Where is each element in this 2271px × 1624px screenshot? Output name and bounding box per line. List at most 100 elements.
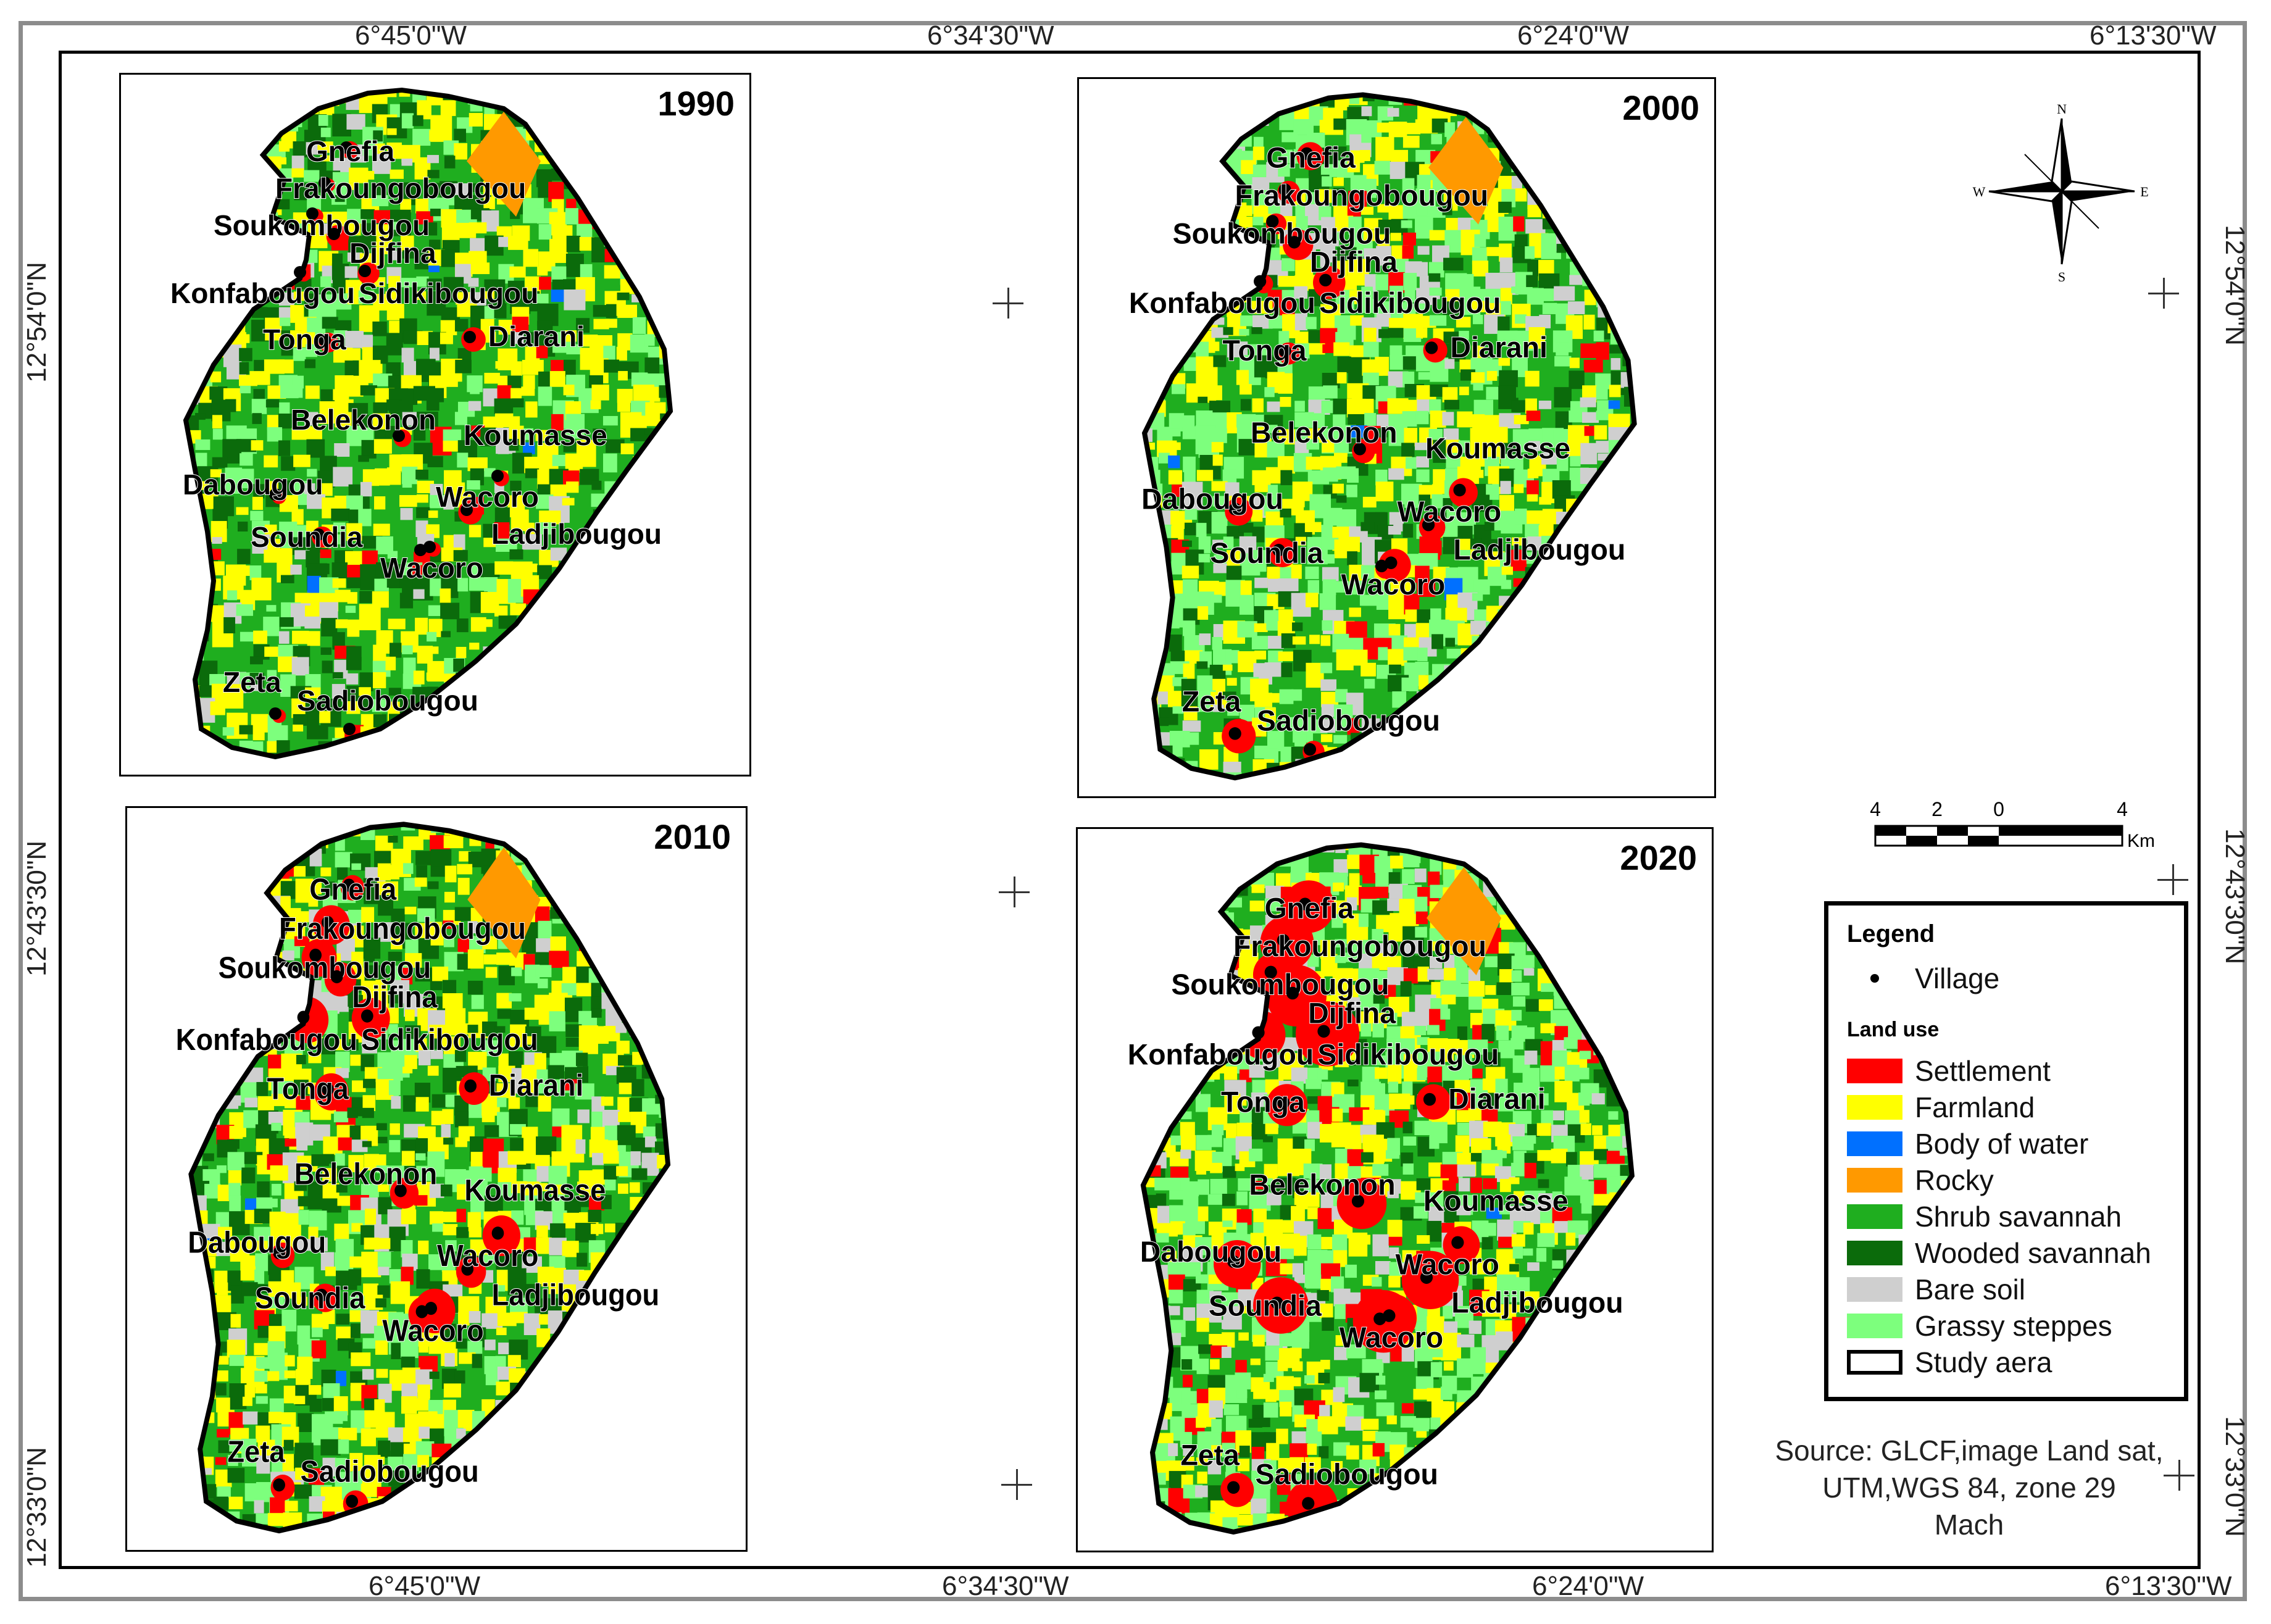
village-marker	[1303, 743, 1317, 756]
village-marker	[322, 915, 334, 930]
panel-year-label: 2020	[1620, 838, 1697, 877]
village-marker	[415, 1305, 428, 1318]
graticule-cross	[2148, 278, 2179, 309]
village-label: Sidikibougou	[1317, 1038, 1499, 1071]
scale-unit: Km	[2127, 831, 2154, 851]
village-label: Tonga	[1222, 335, 1307, 367]
village-marker	[319, 177, 331, 189]
source-line-3: Mach	[1934, 1509, 2004, 1541]
village-label: Frakoungobougou	[1233, 930, 1486, 963]
village-marker	[1227, 1481, 1240, 1494]
bottom-coord-4: 6°13'30"W	[2105, 1571, 2232, 1601]
legend-label: Rocky	[1915, 1164, 1994, 1196]
village-marker	[393, 430, 405, 442]
panel-year-label: 2010	[654, 817, 731, 856]
legend-swatch	[1847, 1059, 1902, 1083]
village-label: Wacoro	[436, 481, 539, 513]
village-marker	[294, 266, 306, 278]
legend-label: Wooded savannah	[1915, 1237, 2151, 1269]
village-marker	[1286, 986, 1299, 1000]
scale-tick: 2	[1931, 798, 1943, 820]
map-neatline	[59, 51, 2201, 1569]
scale-tick: 0	[1993, 798, 2004, 820]
village-label: Sadiobougou	[1257, 704, 1440, 736]
village-label: Koumasse	[1423, 1185, 1569, 1217]
village-marker	[1272, 544, 1285, 557]
village-marker	[273, 1478, 285, 1492]
village-label: Belekonon	[294, 1157, 437, 1191]
village-marker	[1451, 1236, 1464, 1249]
village-label: Dijfina	[1310, 246, 1398, 278]
village-label: Frakoungobougou	[275, 172, 526, 204]
village-label: Soundia	[1209, 1289, 1322, 1322]
village-marker	[1420, 1271, 1433, 1284]
village-marker	[343, 723, 356, 735]
village-label: Gnefia	[1266, 141, 1356, 173]
legend-title: Legend	[1847, 920, 1935, 947]
village-label: Gnefia	[309, 872, 397, 906]
panel-year-label: 2000	[1622, 88, 1699, 127]
legend-item: Shrub savannah	[1847, 1201, 2122, 1233]
village-marker	[309, 948, 322, 962]
study-area-outline	[183, 87, 673, 760]
legend-swatch	[1847, 1277, 1902, 1302]
village-marker	[460, 504, 473, 516]
village-label: Ladjibougou	[492, 1278, 660, 1312]
panel-year-label: 1990	[657, 84, 735, 123]
village-marker	[464, 1079, 477, 1093]
village-label: Tonga	[267, 1072, 349, 1106]
village-marker	[346, 1494, 359, 1508]
village-label: Wacoro	[1340, 1322, 1443, 1354]
village-label: Ladjibougou	[491, 518, 662, 550]
village-marker	[1266, 215, 1279, 228]
village-label: Sidikibougou	[361, 1023, 538, 1057]
left-coord-1: 12°54'0"N	[22, 262, 52, 383]
village-marker	[1228, 727, 1241, 740]
village-label: Diarani	[1450, 331, 1548, 364]
village-marker	[1288, 236, 1301, 249]
village-marker	[1423, 1093, 1436, 1106]
north-arrow-icon: N S E W	[1973, 101, 2149, 284]
village-label: Dabougou	[188, 1225, 326, 1259]
right-coord-2: 12°43'30"N	[2220, 828, 2250, 965]
village-marker	[1422, 518, 1435, 531]
map-frame	[19, 21, 2247, 1601]
village-label: Zeta	[1182, 685, 1242, 717]
land-use-map: Gnefia Frakoungobougou SoukombougouDijfina…	[1127, 842, 1635, 1535]
left-coord-3: 12°33'0"N	[22, 1447, 52, 1568]
village-marker	[340, 141, 352, 154]
village-label: Sadiobougou	[301, 1454, 479, 1488]
village-marker	[1277, 1096, 1290, 1109]
legend-swatch	[1847, 1131, 1902, 1156]
village-label: Belekonon	[1251, 417, 1398, 449]
map-panel-1990: Gnefia Frakoungobougou Soukombougou Dijfina…	[119, 73, 751, 777]
village-marker	[1264, 965, 1277, 979]
village-label: Sidikibougou	[1319, 287, 1501, 319]
village-marker	[330, 970, 343, 983]
top-coord-1: 6°45'0"W	[355, 20, 467, 51]
village-label: Koumasse	[1425, 432, 1570, 464]
village-marker	[1351, 1194, 1365, 1208]
village-marker	[297, 1010, 310, 1024]
legend-item: Farmland	[1847, 1091, 2035, 1123]
village-label: Ladjibougou	[1453, 533, 1625, 565]
village-marker	[322, 1083, 334, 1096]
village-marker	[461, 1262, 474, 1276]
village-marker	[343, 878, 356, 892]
village-label: Wacoro	[380, 552, 483, 584]
legend-swatch	[1847, 1314, 1902, 1338]
legend-item: Study aera	[1847, 1346, 2052, 1378]
village-marker	[319, 334, 331, 346]
right-coord-3: 12°33'0"N	[2220, 1416, 2250, 1537]
village-marker	[1300, 147, 1314, 160]
graticule-cross	[999, 877, 1030, 907]
left-coord-2: 12°43'30"N	[22, 840, 52, 976]
village-marker	[306, 207, 319, 220]
village-marker	[269, 707, 281, 720]
legend-swatch	[1847, 1241, 1902, 1265]
village-label: Wacoro	[1395, 1248, 1499, 1281]
village-label: Sadiobougou	[1256, 1458, 1438, 1491]
village-marker	[269, 488, 281, 501]
village-marker	[414, 544, 427, 556]
village-marker	[312, 528, 325, 541]
